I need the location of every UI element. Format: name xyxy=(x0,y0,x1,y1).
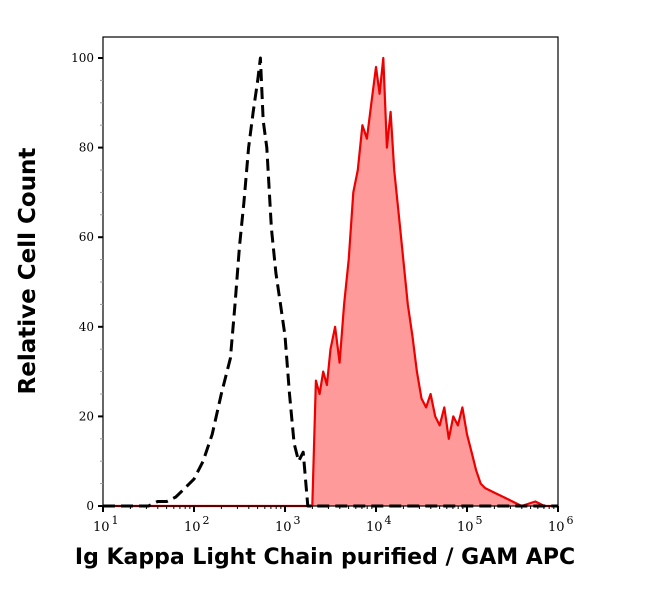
series-fill-1 xyxy=(103,58,558,506)
y-tick-label: 40 xyxy=(79,320,94,334)
x-tick-label: 10 6 xyxy=(548,514,574,535)
series-line-0 xyxy=(103,56,558,508)
x-tick-label: 10 1 xyxy=(93,514,119,535)
x-tick-label: 10 5 xyxy=(457,514,483,535)
x-axis-label: Ig Kappa Light Chain purified / GAM APC xyxy=(74,545,576,570)
x-tick-label: 10 3 xyxy=(275,514,301,535)
y-axis-label: Relative Cell Count xyxy=(15,147,41,395)
plot-frame xyxy=(102,36,559,507)
y-tick-label: 0 xyxy=(86,499,94,513)
series-line-1 xyxy=(103,56,558,508)
y-tick-label: 100 xyxy=(71,51,94,65)
x-tick-label: 10 4 xyxy=(366,514,392,535)
y-tick-label: 20 xyxy=(79,409,94,423)
y-tick-label: 60 xyxy=(79,230,94,244)
y-tick-label: 80 xyxy=(79,141,94,155)
x-tick-label: 10 2 xyxy=(184,514,210,535)
